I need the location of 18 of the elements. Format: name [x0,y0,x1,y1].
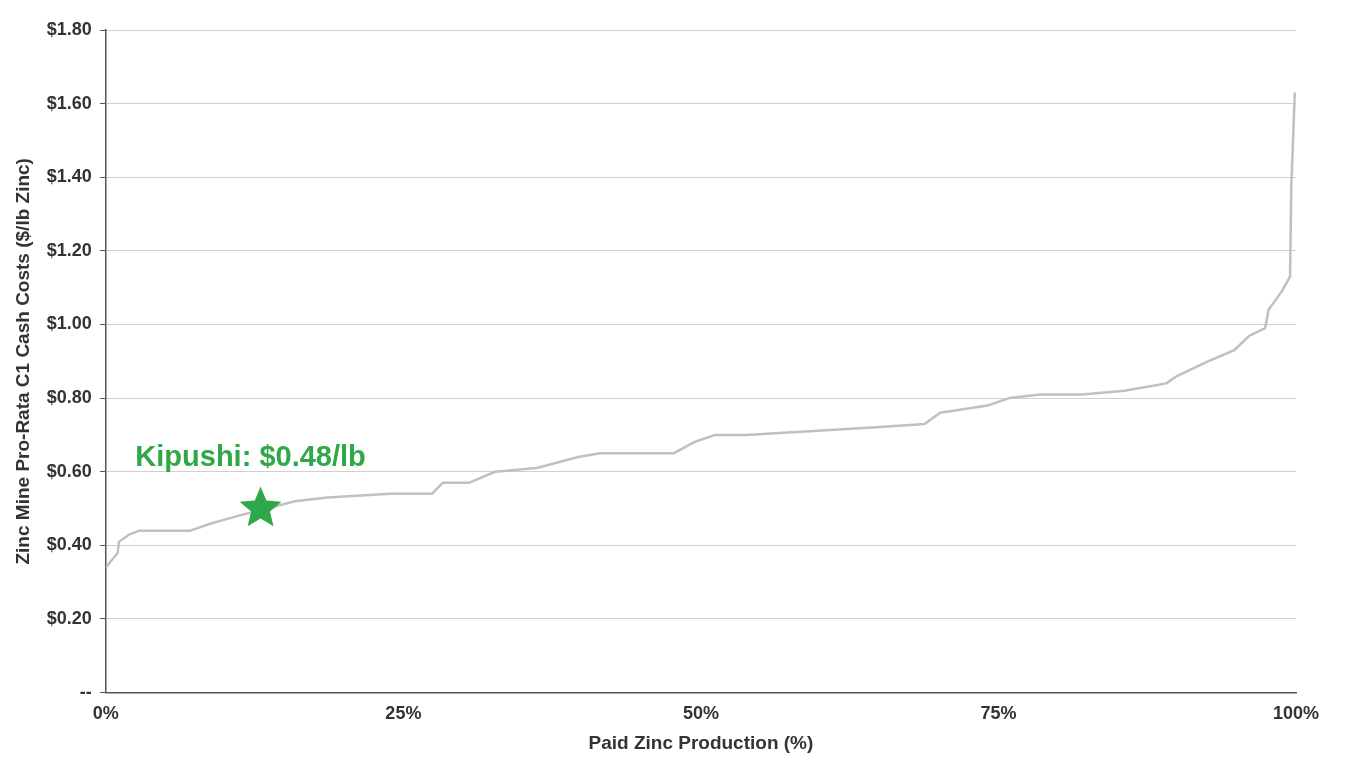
y-tick-label: $1.20 [46,239,92,260]
y-axis-title: Zinc Mine Pro-Rata C1 Cash Costs ($/lb Zinc) [11,158,33,565]
x-tick-label: 50% [682,703,719,724]
y-tick-label: $1.80 [46,18,92,39]
annotation: Kipushi: $0.48/lb [135,440,366,473]
y-tick-label: $1.00 [46,313,92,334]
x-axis-title: Paid Zinc Production (%) [588,731,814,753]
y-tick-label: $1.60 [46,92,92,113]
y-tick-label: $0.20 [46,607,92,628]
x-tick-label: 25% [385,703,422,724]
y-tick-label: $0.40 [46,534,92,555]
y-tick-label: $0.60 [46,460,92,481]
y-tick-label: $1.40 [46,166,92,187]
x-tick-label: 75% [980,703,1017,724]
x-tick-label: 100% [1272,703,1320,724]
y-tick-label: $0.80 [46,387,92,408]
x-tick-label: 0% [92,703,119,724]
y-tick-label: -- [79,681,92,702]
